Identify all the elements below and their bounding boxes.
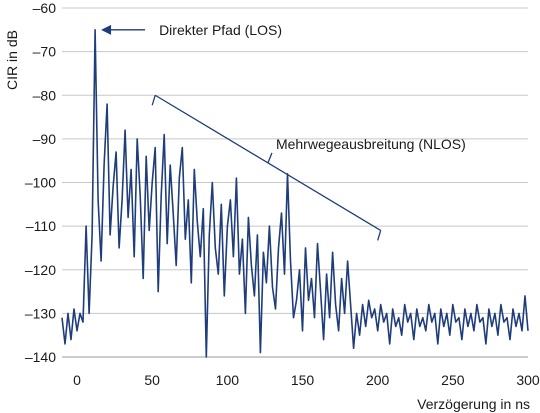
x-tick-label: 150 — [291, 372, 315, 388]
nlos-bracket-pointer — [267, 152, 273, 164]
nlos-bracket-end-right — [377, 230, 382, 241]
series-layer — [61, 28, 529, 358]
y-tick-label: –130 — [25, 305, 56, 321]
los-arrow-head — [101, 24, 112, 35]
annotations: Direkter Pfad (LOS) Mehrwegeausbreitung … — [101, 22, 466, 241]
cir-series-line — [61, 28, 529, 358]
y-tick-labels: –60 –70 –80 –90 –100 –110 –120 –130 –140 — [25, 0, 56, 365]
y-tick-label: –60 — [33, 0, 57, 16]
x-tick-label: 50 — [144, 372, 160, 388]
y-axis-title: CIR in dB — [4, 30, 20, 90]
x-tick-label: 200 — [366, 372, 390, 388]
x-axis-title: Verzögerung in ns — [417, 396, 530, 412]
y-tick-label: –100 — [25, 175, 56, 191]
y-tick-label: –90 — [33, 131, 57, 147]
x-tick-label: 300 — [516, 372, 540, 388]
x-tick-label: 250 — [441, 372, 465, 388]
x-tick-label: 0 — [73, 372, 81, 388]
annotation-nlos-label: Mehrwegeausbreitung (NLOS) — [276, 136, 466, 152]
y-tick-label: –80 — [33, 87, 57, 103]
x-tick-labels: 0 50 100 150 200 250 300 — [73, 372, 540, 388]
x-tick-label: 100 — [216, 372, 240, 388]
y-tick-label: –140 — [25, 349, 56, 365]
annotation-los-label: Direkter Pfad (LOS) — [159, 22, 282, 38]
y-tick-label: –110 — [26, 218, 56, 234]
gridlines — [62, 7, 528, 314]
y-tick-label: –120 — [25, 262, 56, 278]
nlos-bracket-end-left — [151, 95, 156, 106]
y-tick-label: –70 — [33, 44, 57, 60]
